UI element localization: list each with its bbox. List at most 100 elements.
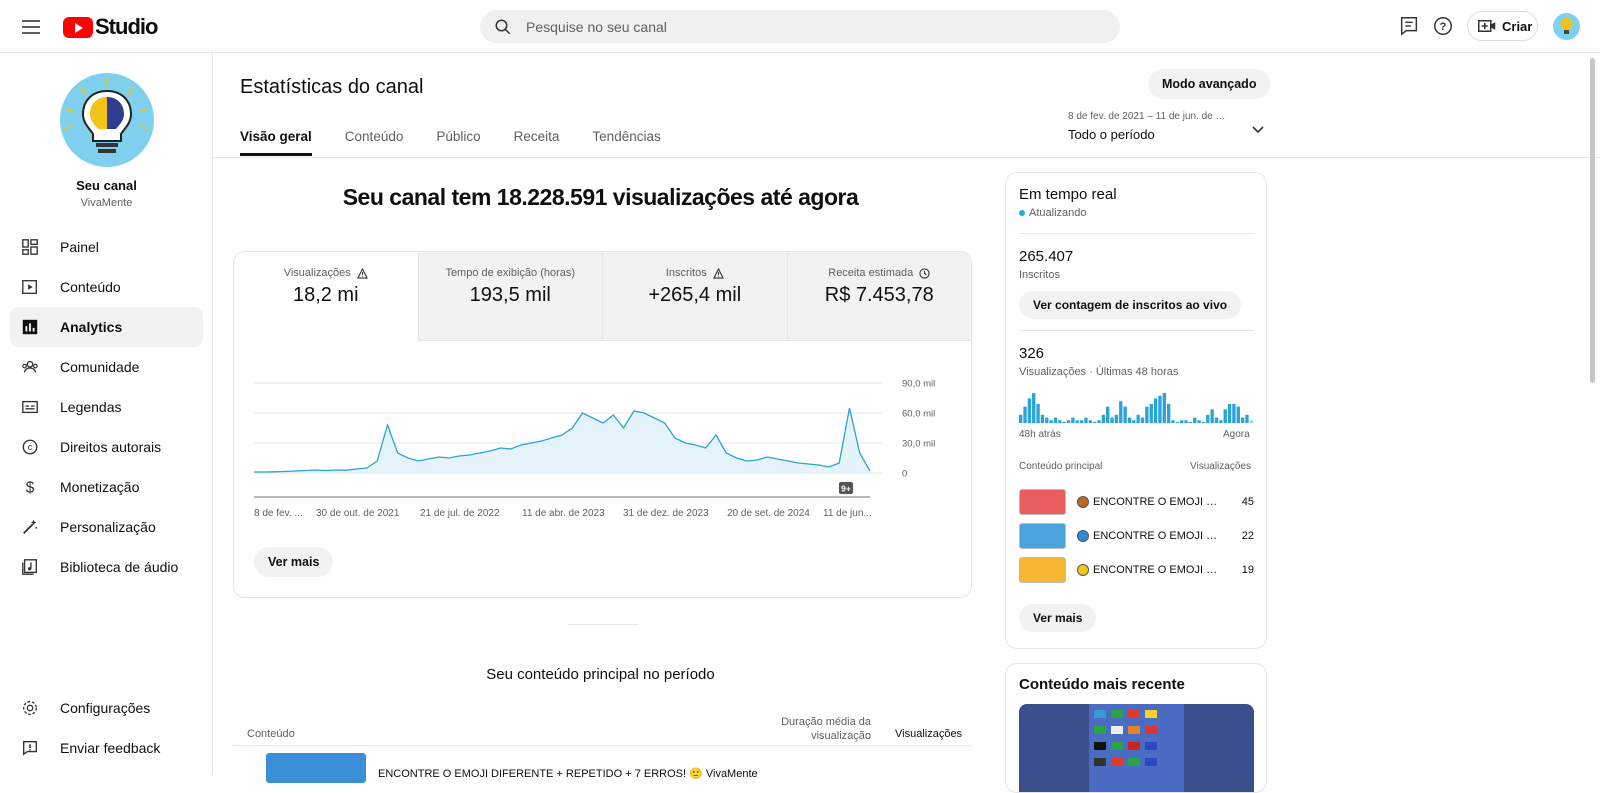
realtime-bar[interactable] xyxy=(1249,420,1253,423)
date-range-picker[interactable]: 8 de fev. de 2021 – 11 de jun. de 2025 T… xyxy=(1068,111,1268,142)
realtime-bar[interactable] xyxy=(1193,417,1197,423)
sidebar-item-community[interactable]: Comunidade xyxy=(10,347,203,387)
recent-video-thumbnail[interactable] xyxy=(1019,704,1254,792)
realtime-bar[interactable] xyxy=(1153,398,1158,423)
search-input[interactable] xyxy=(526,18,1086,35)
realtime-bar[interactable] xyxy=(1223,409,1227,423)
sidebar-item-copyright[interactable]: c Direitos autorais xyxy=(10,427,203,467)
see-more-button[interactable]: Ver mais xyxy=(254,547,334,577)
advanced-mode-button[interactable]: Modo avançado xyxy=(1148,69,1271,99)
realtime-bar[interactable] xyxy=(1171,420,1175,423)
realtime-bar[interactable] xyxy=(1053,417,1058,423)
realtime-bar[interactable] xyxy=(1180,420,1184,423)
realtime-bar[interactable] xyxy=(1201,422,1206,423)
realtime-bar[interactable] xyxy=(1032,393,1036,423)
realtime-bar[interactable] xyxy=(1097,420,1101,423)
realtime-bar[interactable] xyxy=(1136,414,1140,423)
realtime-bar[interactable] xyxy=(1162,393,1166,423)
realtime-see-more-button[interactable]: Ver mais xyxy=(1019,604,1097,632)
help-icon[interactable]: ? xyxy=(1432,15,1454,37)
realtime-bar[interactable] xyxy=(1127,417,1132,423)
realtime-bar[interactable] xyxy=(1084,417,1088,423)
realtime-bar[interactable] xyxy=(1023,406,1027,423)
realtime-bar[interactable] xyxy=(1140,417,1145,423)
search-bar[interactable] xyxy=(480,10,1120,43)
realtime-top-item[interactable]: ENCONTRE O EMOJI DIFERENTE 45 xyxy=(1019,489,1254,515)
sidebar-item-subtitles[interactable]: Legendas xyxy=(10,387,203,427)
realtime-bar[interactable] xyxy=(1045,417,1049,423)
realtime-bar[interactable] xyxy=(1088,420,1092,423)
series-line[interactable] xyxy=(254,407,871,473)
realtime-bar[interactable] xyxy=(1245,414,1249,423)
sidebar-item-content[interactable]: Conteúdo xyxy=(10,267,203,307)
realtime-bar[interactable] xyxy=(1219,420,1223,423)
tab-overview[interactable]: Visão geral xyxy=(240,129,312,156)
sidebar-item-analytics[interactable]: Analytics xyxy=(10,307,203,347)
realtime-bar[interactable] xyxy=(1092,422,1097,423)
tab-audience[interactable]: Público xyxy=(436,129,481,144)
metric-revenue[interactable]: Receita estimada R$ 7.453,78 xyxy=(786,252,971,341)
tab-trends[interactable]: Tendências xyxy=(592,129,661,144)
realtime-top-item[interactable]: ENCONTRE O EMOJI DIFERENTE 19 xyxy=(1019,557,1254,583)
channel-avatar[interactable] xyxy=(60,73,154,167)
realtime-top-item[interactable]: ENCONTRE O EMOJI DIFERENTE 22 xyxy=(1019,523,1254,549)
realtime-bar[interactable] xyxy=(1071,417,1075,423)
realtime-bar[interactable] xyxy=(1149,403,1153,423)
realtime-bar[interactable] xyxy=(1049,420,1053,423)
realtime-bar[interactable] xyxy=(1210,409,1214,423)
realtime-bar[interactable] xyxy=(1062,422,1066,423)
metric-subscribers[interactable]: Inscritos +265,4 mil xyxy=(602,252,787,341)
column-header-views[interactable]: Visualizações xyxy=(895,728,963,740)
realtime-bar[interactable] xyxy=(1075,420,1079,423)
realtime-bar[interactable] xyxy=(1106,406,1110,423)
realtime-bar[interactable] xyxy=(1197,420,1201,423)
realtime-bar[interactable] xyxy=(1188,422,1193,423)
realtime-bar[interactable] xyxy=(1114,414,1119,423)
youtube-studio-logo[interactable]: Studio xyxy=(63,14,158,40)
sidebar-item-dashboard[interactable]: Painel xyxy=(10,227,203,267)
live-subscriber-count-button[interactable]: Ver contagem de inscritos ao vivo xyxy=(1019,291,1242,319)
video-thumbnail[interactable] xyxy=(266,753,366,783)
realtime-bar[interactable] xyxy=(1227,403,1232,423)
realtime-bar[interactable] xyxy=(1066,420,1071,423)
realtime-bar[interactable] xyxy=(1236,406,1240,423)
tab-revenue[interactable]: Receita xyxy=(513,129,560,144)
sidebar-item-feedback[interactable]: Enviar feedback xyxy=(10,728,203,768)
realtime-bar[interactable] xyxy=(1158,395,1162,423)
metric-views[interactable]: Visualizações 18,2 mi xyxy=(234,252,418,341)
video-title[interactable]: ENCONTRE O EMOJI DIFERENTE + REPETIDO + … xyxy=(378,768,758,780)
menu-icon[interactable] xyxy=(20,16,42,36)
realtime-bar[interactable] xyxy=(1058,420,1062,423)
realtime-bar[interactable] xyxy=(1040,414,1045,423)
annotation-badge[interactable] xyxy=(839,482,853,494)
realtime-bar[interactable] xyxy=(1214,417,1219,423)
realtime-bar[interactable] xyxy=(1123,406,1127,423)
realtime-bar[interactable] xyxy=(1240,417,1245,423)
messages-icon[interactable] xyxy=(1398,15,1420,37)
metric-watch-time[interactable]: Tempo de exibição (horas) 193,5 mil xyxy=(417,252,602,341)
realtime-bar[interactable] xyxy=(1184,420,1188,423)
realtime-bar[interactable] xyxy=(1101,414,1106,423)
sidebar-item-settings[interactable]: Configurações xyxy=(10,688,203,728)
sidebar-item-monetization[interactable]: $ Monetização xyxy=(10,467,203,507)
realtime-bar[interactable] xyxy=(1232,403,1236,423)
page-scrollbar[interactable] xyxy=(1590,58,1595,383)
realtime-bar[interactable] xyxy=(1036,403,1040,423)
account-avatar[interactable] xyxy=(1553,13,1580,40)
create-button[interactable]: Criar xyxy=(1467,11,1538,41)
realtime-bar[interactable] xyxy=(1132,420,1136,423)
realtime-bar[interactable] xyxy=(1119,401,1123,423)
realtime-bar[interactable] xyxy=(1206,414,1210,423)
realtime-bar[interactable] xyxy=(1166,403,1171,423)
realtime-bar[interactable] xyxy=(1110,417,1114,423)
column-header-avg-duration[interactable]: Duração média da visualização xyxy=(781,716,871,742)
realtime-bar[interactable] xyxy=(1145,406,1149,423)
realtime-bar[interactable] xyxy=(1019,414,1023,423)
realtime-bar[interactable] xyxy=(1079,420,1084,423)
realtime-bar[interactable] xyxy=(1175,422,1180,423)
sidebar-item-audio-library[interactable]: Biblioteca de áudio xyxy=(10,547,203,587)
sidebar-item-customization[interactable]: Personalização xyxy=(10,507,203,547)
realtime-bar[interactable] xyxy=(1027,398,1032,423)
metric-label: Receita estimada xyxy=(828,267,914,279)
tab-content[interactable]: Conteúdo xyxy=(344,129,404,144)
